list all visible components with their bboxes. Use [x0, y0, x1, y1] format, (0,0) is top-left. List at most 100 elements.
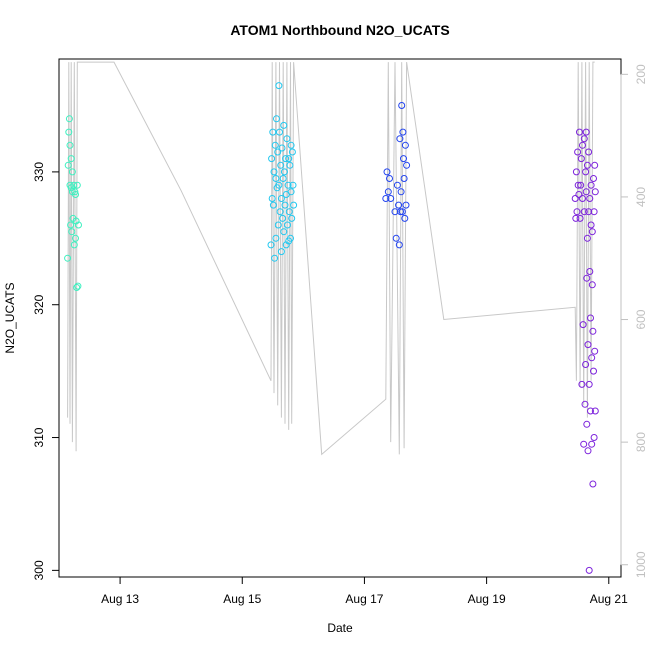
- data-point-s3-7: [392, 234, 400, 242]
- data-point-s4-45: [589, 480, 597, 488]
- x-tick-label-2: Aug 15: [223, 592, 261, 606]
- data-point-s4-35: [586, 268, 594, 275]
- data-point-s4-23: [582, 128, 590, 136]
- data-point-s4-32: [585, 566, 593, 574]
- data-point-s1-8: [67, 155, 75, 163]
- data-point-s4-31: [585, 148, 593, 156]
- y-axis-label: N2O_UCATS: [3, 282, 17, 353]
- data-point-s4-13: [579, 195, 586, 202]
- data-point-s1-20: [73, 284, 81, 291]
- data-point-s1-15: [70, 241, 78, 249]
- data-point-s2-11: [273, 115, 280, 123]
- data-point-s4-34: [586, 195, 594, 202]
- data-point-s4-6: [574, 181, 582, 189]
- data-point-s2-10: [272, 234, 280, 242]
- right-tick-label-2: 400: [634, 187, 648, 207]
- data-point-s1-5: [66, 141, 74, 149]
- data-point-s2-17: [276, 128, 283, 136]
- data-point-s1-2: [64, 161, 72, 169]
- data-point-s3-21: [402, 201, 410, 209]
- data-point-s3-22: [403, 161, 411, 169]
- data-point-s4-37: [587, 407, 594, 415]
- data-point-s3-17: [400, 155, 407, 163]
- y-tick-label-4: 330: [32, 162, 46, 182]
- data-point-s2-19: [277, 161, 285, 169]
- data-point-s4-14: [579, 141, 586, 149]
- data-point-s4-10: [577, 181, 585, 189]
- data-point-s3-11: [396, 135, 404, 143]
- data-point-s2-21: [277, 195, 285, 202]
- data-point-s2-24: [279, 175, 287, 182]
- data-point-s4-40: [588, 354, 596, 362]
- data-point-s4-4: [573, 208, 581, 216]
- data-point-s4-29: [584, 447, 592, 455]
- data-point-s4-39: [587, 181, 595, 189]
- data-point-s1-22: [74, 282, 82, 290]
- data-point-s3-10: [395, 241, 403, 249]
- data-point-s1-18: [72, 191, 79, 198]
- data-point-s2-37: [285, 208, 293, 216]
- data-point-s2-39: [287, 234, 294, 242]
- data-point-s2-45: [290, 201, 298, 209]
- y-tick-label-1: 300: [32, 560, 46, 580]
- data-point-s4-15: [579, 321, 587, 329]
- data-point-s3-19: [401, 214, 409, 222]
- data-point-s3-8: [393, 181, 401, 189]
- data-point-s2-38: [286, 161, 294, 169]
- data-point-s4-46: [590, 175, 597, 182]
- data-point-s2-34: [284, 181, 292, 189]
- data-point-s2-44: [289, 181, 297, 189]
- data-points: [64, 82, 599, 574]
- data-point-s4-43: [588, 281, 596, 289]
- data-point-s4-19: [581, 400, 589, 408]
- data-point-s4-18: [580, 135, 588, 143]
- data-point-s3-1: [382, 195, 390, 202]
- data-point-s4-36: [587, 314, 594, 322]
- x-tick-label-1: Aug 13: [101, 592, 139, 606]
- data-point-s4-7: [575, 191, 583, 198]
- x-axis-label: Date: [327, 621, 353, 635]
- data-point-s2-6: [270, 168, 278, 176]
- data-point-s4-51: [591, 347, 599, 355]
- data-point-s2-41: [287, 188, 295, 196]
- data-point-s1-3: [65, 128, 73, 136]
- data-point-s2-4: [269, 128, 277, 136]
- data-point-s2-14: [274, 221, 282, 229]
- data-point-s2-33: [284, 221, 291, 229]
- data-point-s2-26: [280, 228, 288, 236]
- data-point-s4-33: [585, 380, 593, 388]
- data-point-s3-9: [395, 201, 403, 209]
- data-point-s3-2: [383, 168, 391, 176]
- data-point-s2-20: [277, 248, 285, 256]
- data-point-s3-18: [400, 175, 408, 182]
- data-point-s4-42: [588, 228, 596, 236]
- data-point-s4-28: [584, 341, 592, 349]
- y-tick-label-2: 310: [32, 427, 46, 447]
- data-point-s4-2: [572, 214, 580, 222]
- data-point-s4-52: [591, 188, 599, 196]
- data-point-s3-3: [384, 188, 392, 196]
- data-point-s2-25: [280, 121, 288, 129]
- data-point-s4-41: [588, 440, 596, 448]
- data-point-s4-11: [577, 155, 585, 163]
- right-tick-label-4: 800: [634, 432, 648, 452]
- data-point-s2-28: [281, 201, 289, 209]
- data-point-s4-38: [587, 221, 595, 229]
- x-tick-label-4: Aug 19: [468, 592, 506, 606]
- data-point-s3-13: [397, 188, 405, 196]
- data-point-s2-15: [275, 82, 283, 90]
- data-point-s2-5: [269, 201, 277, 209]
- data-point-s1-14: [70, 181, 78, 189]
- data-point-s1-7: [67, 221, 75, 229]
- data-point-s4-20: [582, 168, 590, 176]
- data-point-s4-26: [583, 234, 591, 242]
- data-point-s3-16: [399, 128, 407, 136]
- data-point-s4-9: [576, 214, 584, 222]
- data-point-s3-4: [386, 175, 393, 182]
- data-point-s2-9: [272, 175, 280, 182]
- data-point-s2-42: [288, 214, 296, 222]
- data-point-s3-14: [398, 102, 406, 109]
- data-point-s4-16: [580, 440, 588, 448]
- pressure-line: [67, 61, 595, 456]
